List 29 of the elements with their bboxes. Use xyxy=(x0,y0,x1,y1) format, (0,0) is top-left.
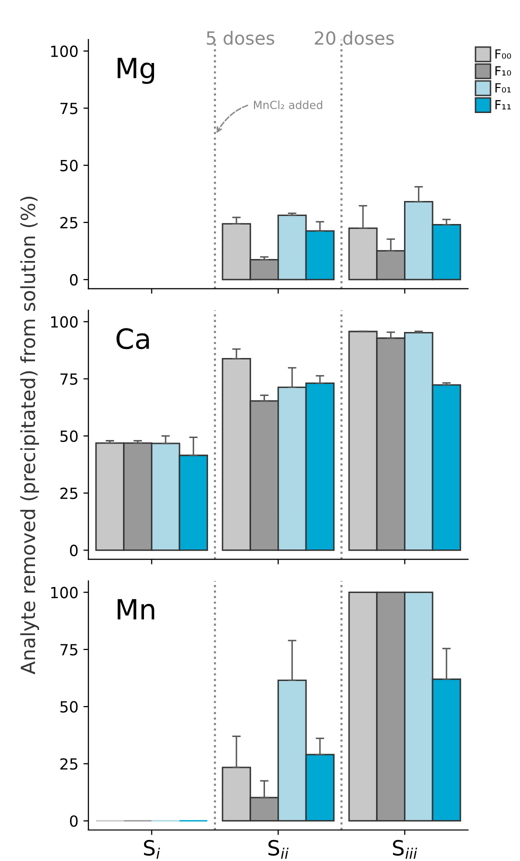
annotation: 5 doses xyxy=(206,30,274,45)
y-tick-label: 25 xyxy=(60,758,78,770)
x-tick-label: S$_{ii}$ xyxy=(268,840,289,859)
annotation: 20 doses xyxy=(314,30,394,45)
y-axis-title: Analyte removed (precipitated) from solution (%) xyxy=(20,196,40,674)
text: Mn xyxy=(118,599,154,620)
y-tick-label: 25 xyxy=(60,488,78,500)
y-tick-label: 0 xyxy=(70,815,78,827)
y-tick-label: 50 xyxy=(60,701,78,713)
text: Mg xyxy=(118,58,154,84)
y-tick-label: 75 xyxy=(60,102,78,114)
y-tick-label: 100 xyxy=(51,316,78,328)
y-tick-label: 75 xyxy=(60,644,78,656)
y-tick-label: 25 xyxy=(60,216,78,228)
y-tick-label: 100 xyxy=(51,586,78,598)
text: Ca xyxy=(116,328,149,350)
legend-label: F₁₀ xyxy=(495,66,512,76)
annotation: MnCl₂ added xyxy=(254,100,322,110)
y-tick-label: 50 xyxy=(60,160,78,172)
x-tick-label: S$_{iii}$ xyxy=(392,840,418,859)
y-tick-label: 0 xyxy=(70,274,78,286)
legend-label: F₀₀ xyxy=(495,49,512,59)
y-tick-label: 75 xyxy=(60,373,78,385)
legend-label: F₀₁ xyxy=(495,83,511,92)
legend-label: F₁₁ xyxy=(495,100,511,110)
y-tick-label: 50 xyxy=(60,430,78,442)
y-tick-label: 100 xyxy=(51,46,78,58)
x-tick-label: S$_{i}$ xyxy=(144,840,160,859)
y-tick-label: 0 xyxy=(70,544,78,556)
